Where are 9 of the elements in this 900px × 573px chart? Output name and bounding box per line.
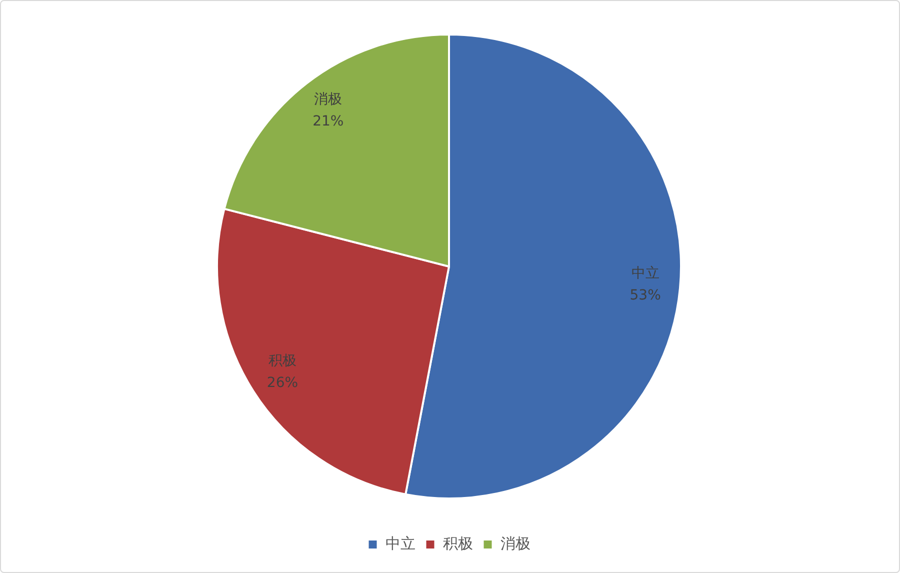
legend-label: 积极: [442, 534, 473, 552]
slice-label: 积极: [268, 352, 296, 369]
data-label: 26%: [266, 374, 298, 391]
data-label: 53%: [630, 288, 661, 304]
slice-label: 消极: [314, 91, 342, 108]
data-label: 21%: [312, 113, 344, 130]
slice-label: 中立: [631, 266, 660, 282]
legend-label: 消极: [500, 534, 530, 552]
legend-label: 中立: [385, 534, 416, 552]
